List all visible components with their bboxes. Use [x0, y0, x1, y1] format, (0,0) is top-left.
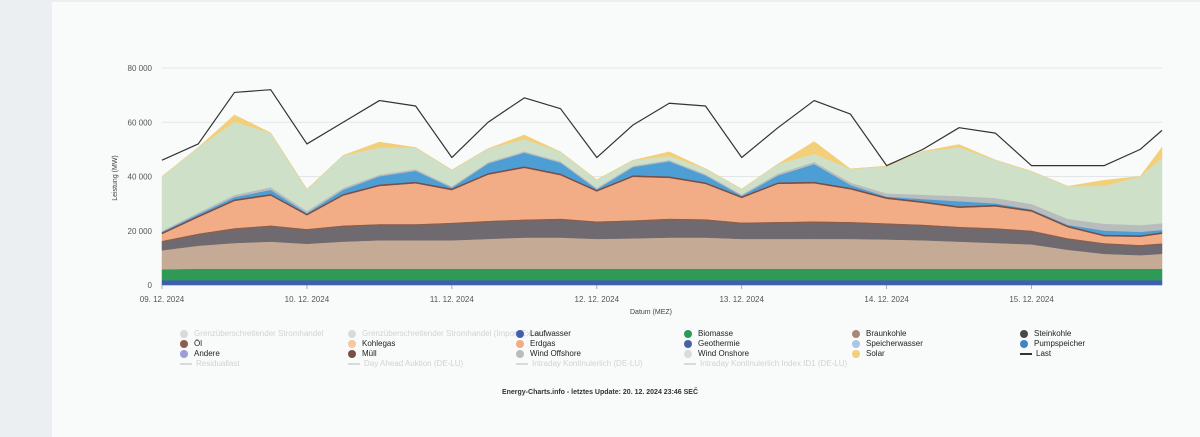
- legend-dot-icon: [852, 329, 860, 338]
- legend-dot-icon: [348, 339, 356, 348]
- legend-item[interactable]: Kohlegas: [348, 339, 516, 348]
- x-tick-label: 09. 12. 2024: [140, 295, 185, 304]
- legend-label: Grenzüberschreitender Stromhandel: [194, 329, 324, 338]
- legend-dot-icon: [684, 339, 692, 348]
- x-tick-label: 12. 12. 2024: [575, 295, 620, 304]
- x-tick-label: 15. 12. 2024: [1009, 295, 1054, 304]
- legend-label: Geothermie: [698, 339, 740, 348]
- y-tick-label: 0: [148, 281, 153, 290]
- legend-item[interactable]: Residuallast: [180, 359, 348, 368]
- legend-dot-icon: [684, 329, 692, 338]
- load-line: [161, 89, 1163, 167]
- legend-dot-icon: [348, 349, 356, 358]
- legend-label: Kohlegas: [362, 339, 396, 348]
- legend-label: Intraday Kontinuierlich Index ID1 (DE-LU…: [700, 359, 848, 368]
- area-series: [161, 114, 1163, 286]
- y-axis-ticks: 0 20 000 40 000 60 000 80 000: [128, 64, 153, 290]
- stacked-area-chart: 0 20 000 40 000 60 000 80 000 09. 12. 2024 10…: [112, 64, 1163, 316]
- y-tick-label: 60 000: [128, 118, 153, 127]
- legend-item[interactable]: Laufwasser: [516, 329, 684, 338]
- legend-item[interactable]: Biomasse: [684, 329, 852, 338]
- legend-label: Speicherwasser: [866, 339, 923, 348]
- legend-item[interactable]: Müll: [348, 349, 516, 358]
- legend-label: Day Ahead Auktion (DE-LU): [364, 359, 464, 368]
- legend-label: Intraday Kontinuierlich (DE-LU): [532, 359, 643, 368]
- legend-label: Wind Offshore: [530, 349, 581, 358]
- legend-line-icon: [180, 362, 192, 365]
- legend-dot-icon: [516, 339, 524, 348]
- y-axis-title: Leistung (MW): [112, 155, 119, 201]
- legend-label: Pumpspeicher: [1034, 339, 1086, 348]
- legend-label: Wind Onshore: [698, 349, 750, 358]
- legend-label: Öl: [194, 339, 202, 348]
- legend-item[interactable]: Grenzüberschreitender Stromhandel: [180, 329, 348, 338]
- legend-label: Grenzüberschreitender Stromhandel (Impor…: [362, 329, 547, 338]
- legend-dot-icon: [1020, 329, 1028, 338]
- legend-label: Steinkohle: [1034, 329, 1072, 338]
- x-tick-label: 11. 12. 2024: [430, 295, 474, 304]
- x-tick-label: 10. 12. 2024: [285, 295, 330, 304]
- y-tick-label: 20 000: [128, 227, 153, 236]
- x-axis-ticks: 09. 12. 2024 10. 12. 2024 11. 12. 2024 12. …: [140, 285, 1054, 304]
- legend-item[interactable]: Grenzüberschreitender Stromhandel (Impor…: [348, 329, 547, 338]
- legend-item[interactable]: Intraday Kontinuierlich Index ID1 (DE-LU…: [684, 359, 852, 368]
- legend-dot-icon: [516, 349, 524, 358]
- legend-item[interactable]: Last: [1020, 349, 1130, 358]
- legend-label: Müll: [362, 349, 377, 358]
- footer-credit: Energy-Charts.info - letztes Update: 20.…: [501, 389, 699, 396]
- legend-line-icon: [348, 362, 360, 365]
- legend-label: Last: [1036, 349, 1052, 358]
- legend-dot-icon: [852, 349, 860, 358]
- legend-line-icon: [1020, 352, 1032, 355]
- legend-dot-icon: [180, 329, 188, 338]
- legend-item[interactable]: Intraday Kontinuierlich (DE-LU): [516, 359, 684, 368]
- y-tick-label: 80 000: [128, 64, 153, 73]
- legend-item[interactable]: Speicherwasser: [852, 339, 1020, 348]
- legend-line-icon: [516, 362, 528, 365]
- legend-item[interactable]: Wind Onshore: [684, 349, 852, 358]
- legend-label: Biomasse: [698, 329, 734, 338]
- y-tick-label: 40 000: [128, 173, 153, 182]
- legend-dot-icon: [348, 329, 356, 338]
- legend-dot-icon: [180, 349, 188, 358]
- legend-dot-icon: [516, 329, 524, 338]
- legend-dot-icon: [684, 349, 692, 358]
- legend-dot-icon: [180, 339, 188, 348]
- legend-line-icon: [684, 362, 696, 365]
- area-solar: [161, 114, 1163, 190]
- legend-dot-icon: [852, 339, 860, 348]
- legend-item[interactable]: Wind Offshore: [516, 349, 684, 358]
- x-axis-title: Datum (MEZ): [630, 309, 672, 316]
- legend-item[interactable]: Öl: [180, 339, 348, 348]
- legend-item[interactable]: Andere: [180, 349, 348, 358]
- legend-dot-icon: [1020, 339, 1028, 348]
- area-biomasse: [161, 268, 1163, 281]
- legend-label: Solar: [866, 349, 885, 358]
- legend-label: Braunkohle: [866, 329, 907, 338]
- legend-label: Erdgas: [530, 339, 556, 348]
- legend-item[interactable]: Pumpspeicher: [1020, 339, 1130, 348]
- legend-item[interactable]: Solar: [852, 349, 1020, 358]
- legend-item[interactable]: Day Ahead Auktion (DE-LU): [348, 359, 516, 368]
- legend-item[interactable]: Geothermie: [684, 339, 852, 348]
- x-tick-label: 14. 12. 2024: [864, 295, 909, 304]
- chart-legend: Grenzüberschreitender Stromhandel Grenzüb…: [180, 329, 1100, 368]
- legend-label: Andere: [194, 349, 220, 358]
- legend-label: Residuallast: [196, 359, 240, 368]
- legend-item[interactable]: Steinkohle: [1020, 329, 1130, 338]
- legend-label: Laufwasser: [530, 329, 571, 338]
- x-tick-label: 13. 12. 2024: [719, 295, 764, 304]
- area-laufwasser: [161, 279, 1163, 286]
- legend-item[interactable]: Erdgas: [516, 339, 684, 348]
- line-last: [161, 89, 1163, 167]
- legend-item[interactable]: Braunkohle: [852, 329, 1020, 338]
